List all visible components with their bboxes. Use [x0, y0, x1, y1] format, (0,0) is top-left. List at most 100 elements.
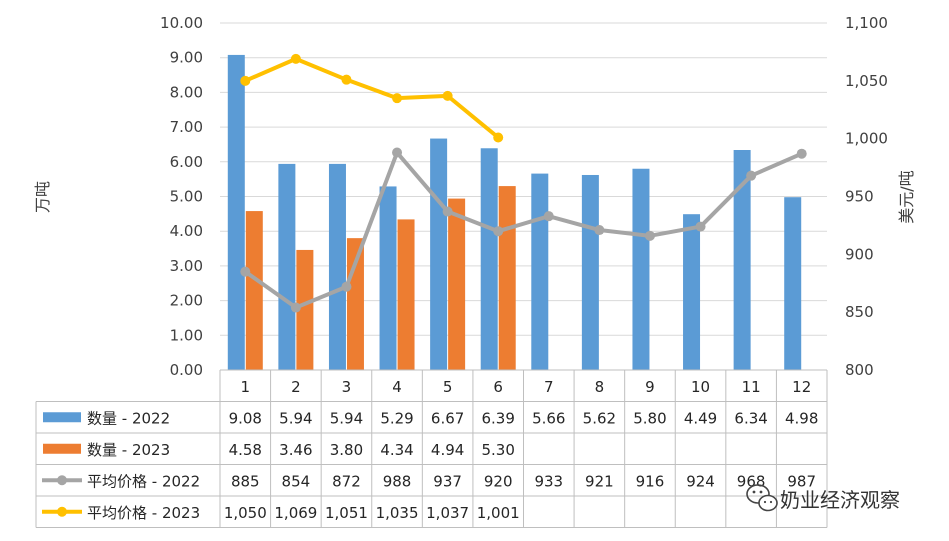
bar-2-2	[296, 249, 314, 370]
right-tick-label: 800	[845, 361, 874, 379]
line-point-1-6	[493, 226, 504, 237]
legend-key-1	[43, 412, 81, 423]
gridlines	[220, 22, 827, 371]
table-cell: 4.34	[380, 441, 413, 459]
line-series-2	[243, 56, 501, 140]
table-cell: 933	[534, 472, 563, 490]
table-cell: 872	[332, 472, 361, 490]
category-label: 6	[493, 378, 503, 396]
left-tick-label: 6.00	[170, 153, 203, 171]
line-point-1-11	[746, 170, 757, 181]
right-tick-label: 1,050	[845, 72, 888, 90]
table-cell: 924	[686, 472, 715, 490]
bar-2-1	[245, 211, 263, 370]
table-cell: 5.94	[330, 409, 363, 427]
category-label: 9	[645, 378, 655, 396]
line-point-2-2	[290, 53, 301, 64]
bar-1-1	[227, 54, 245, 370]
right-tick-label: 1,100	[845, 14, 888, 32]
bar-1-9	[632, 168, 650, 370]
line-point-1-9	[644, 230, 655, 241]
table-cell: 1,037	[426, 504, 469, 522]
bar-1-12	[784, 197, 802, 370]
left-axis-ticks: 0.00 1.00 2.00 3.00 4.00 5.00 6.00 7.00 8.00 9.00…	[160, 14, 203, 379]
left-tick-label: 0.00	[170, 361, 203, 379]
table-cell: 916	[636, 472, 665, 490]
left-tick-label: 8.00	[170, 83, 203, 101]
table-cell: 937	[433, 472, 462, 490]
legend-label-1: 数量 - 2022	[87, 409, 170, 427]
legend-key-marker-3	[57, 475, 67, 486]
bar-2-6	[498, 186, 516, 370]
right-tick-label: 1,000	[845, 130, 888, 148]
wechat-icon	[746, 484, 778, 512]
line-point-1-12	[796, 148, 807, 159]
left-axis-title: 万吨	[33, 181, 52, 213]
table-cell: 6.34	[734, 409, 767, 427]
lines	[240, 53, 807, 313]
table-cell: 5.30	[482, 441, 515, 459]
right-tick-label: 850	[845, 303, 874, 321]
left-tick-label: 9.00	[170, 49, 203, 67]
left-tick-label: 7.00	[170, 118, 203, 136]
legend-label-3: 平均价格 - 2022	[87, 472, 200, 490]
table-cell: 5.66	[532, 409, 565, 427]
line-point-1-3	[341, 281, 352, 292]
line-series-1	[243, 150, 804, 310]
bar-1-7	[531, 173, 549, 370]
right-tick-label: 950	[845, 188, 874, 206]
table-cell: 4.98	[785, 409, 818, 427]
legend-key-2	[43, 443, 81, 454]
table-cell: 1,051	[325, 504, 368, 522]
bar-1-2	[278, 163, 296, 370]
legend-label-4: 平均价格 - 2023	[87, 504, 200, 522]
line-point-1-4	[392, 147, 403, 158]
category-label: 5	[443, 378, 453, 396]
legend-key-marker-4	[57, 506, 67, 517]
right-axis-title: 美元/吨	[897, 170, 916, 223]
line-point-1-10	[695, 221, 706, 232]
bar-1-6	[480, 148, 498, 370]
left-tick-label: 2.00	[170, 292, 203, 310]
bars	[227, 54, 802, 370]
table-cell: 854	[282, 472, 311, 490]
table-cell: 1,001	[477, 504, 520, 522]
category-label: 8	[595, 378, 605, 396]
bar-2-5	[448, 198, 466, 370]
table-cell: 987	[787, 472, 816, 490]
category-label: 11	[742, 378, 761, 396]
category-label: 1	[241, 378, 251, 396]
table-cell: 5.29	[380, 409, 413, 427]
table-cell: 4.49	[684, 409, 717, 427]
line-point-1-2	[290, 302, 301, 313]
bar-1-8	[581, 174, 599, 370]
left-tick-label: 3.00	[170, 257, 203, 275]
category-label: 7	[544, 378, 554, 396]
table-cell: 1,035	[376, 504, 419, 522]
left-tick-label: 1.00	[170, 326, 203, 344]
category-label: 3	[342, 378, 352, 396]
table-cell: 885	[231, 472, 260, 490]
right-tick-label: 900	[845, 245, 874, 263]
bar-1-4	[379, 186, 397, 370]
line-point-2-5	[442, 90, 453, 101]
line-point-1-8	[594, 225, 605, 236]
category-label: 12	[792, 378, 811, 396]
left-tick-label: 10.00	[160, 14, 203, 32]
line-point-2-1	[240, 75, 251, 86]
table-cell: 5.80	[633, 409, 666, 427]
watermark: 奶业经济观察	[746, 484, 900, 512]
category-label: 2	[291, 378, 301, 396]
bar-1-5	[430, 138, 448, 370]
bar-1-3	[328, 163, 346, 370]
legend-label-2: 数量 - 2023	[87, 441, 170, 459]
line-point-1-7	[543, 211, 554, 222]
table-cell: 6.67	[431, 409, 464, 427]
right-axis-ticks: 800 850 900 950 1,000 1,050 1,100	[845, 14, 888, 379]
table-cell: 920	[484, 472, 513, 490]
table-cell: 4.94	[431, 441, 464, 459]
bar-1-10	[683, 214, 701, 370]
table-cell: 3.46	[279, 441, 312, 459]
